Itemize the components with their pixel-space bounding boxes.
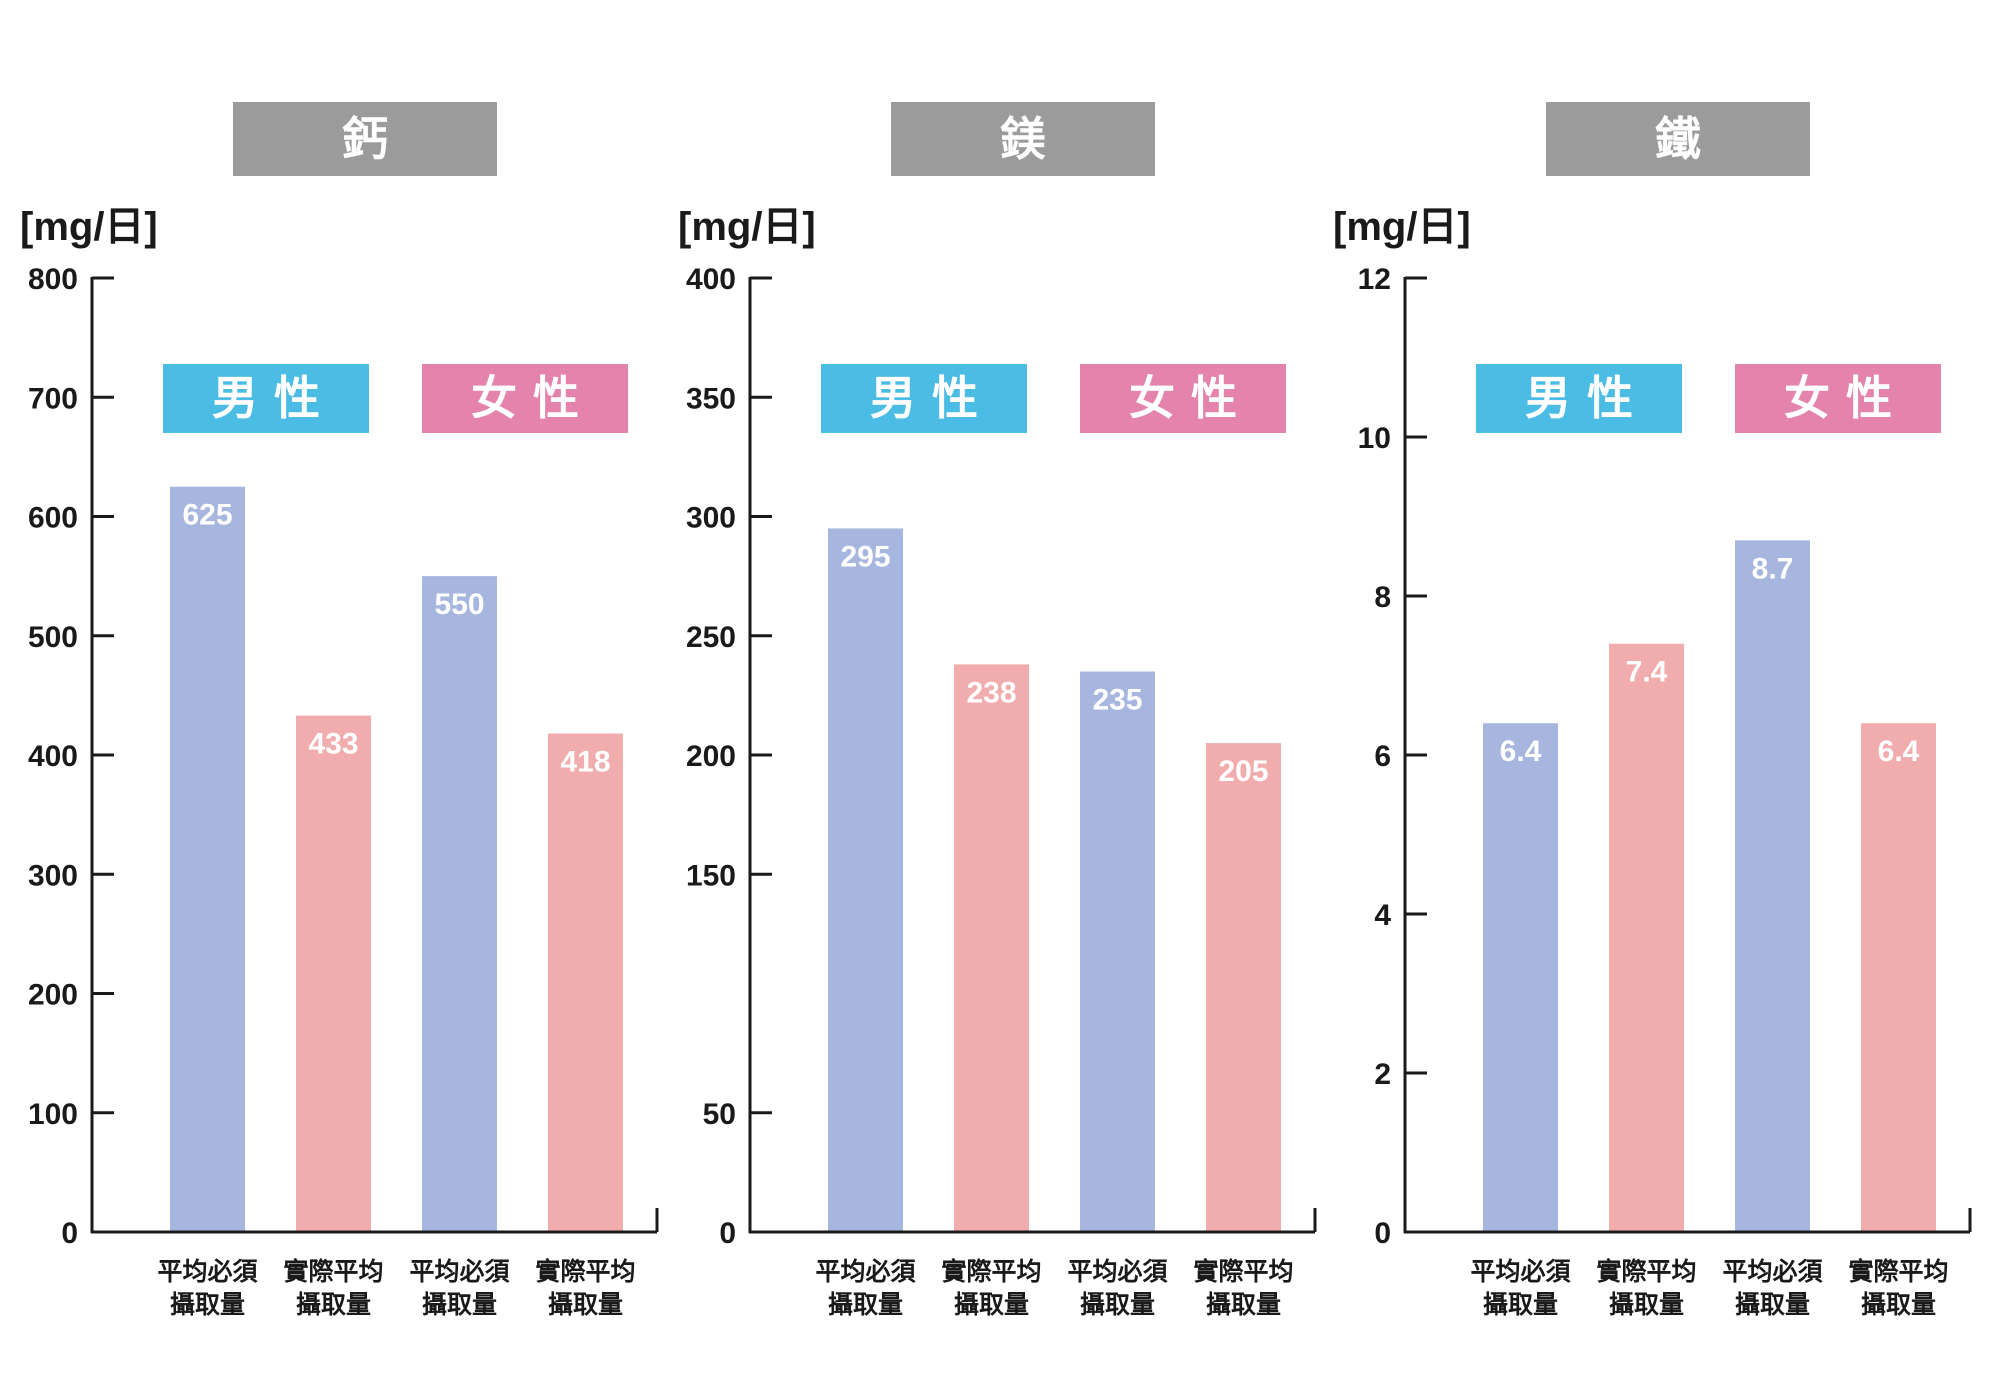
chart-3-x-tick-label-line2: 攝取量 [1483, 1290, 1558, 1319]
chart-3-bar-4 [1861, 723, 1936, 1232]
chart-2-y-tick-label: 300 [686, 502, 736, 535]
chart-3-y-tick-label: 4 [1374, 899, 1391, 932]
chart-3-legend-male-box [1476, 364, 1682, 433]
chart-3-x-tick-label-line2: 攝取量 [1861, 1290, 1936, 1319]
chart-2-bar-value-label: 295 [840, 540, 890, 573]
chart-3-y-unit-label: [mg/日] [1333, 205, 1471, 249]
chart-3-bar-value-label: 6.4 [1878, 735, 1920, 768]
chart-3-bar-value-label: 8.7 [1752, 552, 1794, 585]
chart-1-legend-male-label: 男 性 [212, 371, 320, 425]
chart-1-bar-value-label: 550 [434, 588, 484, 621]
chart-2-bar-3 [1080, 671, 1155, 1232]
chart-3-y-tick-label: 10 [1358, 422, 1391, 455]
chart-1-x-tick-label-line2: 攝取量 [422, 1290, 497, 1319]
chart-3-title: 鐵 [1655, 112, 1701, 166]
chart-3-bar-2 [1609, 643, 1684, 1232]
chart-2-bar-2 [954, 664, 1029, 1232]
chart-1-legend-female-box [422, 364, 628, 433]
chart-1-x-tick-label-line2: 攝取量 [170, 1290, 245, 1319]
chart-3-x-tick-label-line2: 攝取量 [1609, 1290, 1684, 1319]
chart-1-x-tick-label-line2: 攝取量 [548, 1290, 623, 1319]
chart-3-y-tick-label: 2 [1374, 1058, 1391, 1091]
chart-3-y-tick-label: 8 [1374, 581, 1391, 614]
chart-1-y-tick-label: 300 [28, 859, 78, 892]
chart-1-bar-3 [422, 576, 497, 1232]
chart-1-legend-male-box [163, 364, 369, 433]
chart-1-bar-value-label: 433 [308, 728, 358, 761]
chart-2-y-tick-label: 350 [686, 382, 736, 415]
chart-2-bar-4 [1206, 743, 1281, 1232]
chart-1-bar-2 [296, 715, 371, 1232]
chart-2-x-tick-label-line1: 平均必須 [1067, 1257, 1168, 1286]
chart-1-legend-female-label: 女 性 [471, 371, 579, 425]
chart-2-x-tick-label-line2: 攝取量 [954, 1290, 1029, 1319]
chart-1-y-tick-label: 0 [61, 1217, 78, 1250]
chart-2-title: 鎂 [1000, 112, 1046, 166]
chart-1-bar-4 [548, 733, 623, 1232]
chart-2-title-box [891, 102, 1155, 176]
chart-1-bar-value-label: 418 [560, 746, 610, 779]
chart-2-x-tick-label-line2: 攝取量 [828, 1290, 903, 1319]
chart-1-x-tick-label-line1: 平均必須 [157, 1257, 258, 1286]
chart-3-y-tick-label: 0 [1374, 1217, 1391, 1250]
chart-2-y-unit-label: [mg/日] [678, 205, 816, 249]
chart-3-bar-3 [1735, 540, 1810, 1232]
chart-3-title-box [1546, 102, 1810, 176]
chart-3-x-tick-label-line1: 實際平均 [1596, 1257, 1696, 1286]
chart-2-x-tick-label-line2: 攝取量 [1206, 1290, 1281, 1319]
chart-2-y-tick-label: 250 [686, 621, 736, 654]
chart-1-y-tick-label: 500 [28, 621, 78, 654]
chart-1-bar-value-label: 625 [182, 499, 232, 532]
chart-2-y-tick-label: 400 [686, 263, 736, 296]
chart-3-legend-female-label: 女 性 [1784, 371, 1892, 425]
chart-2-y-tick-label: 200 [686, 740, 736, 773]
chart-1-title-box [233, 102, 497, 176]
chart-2-legend-male-label: 男 性 [870, 371, 978, 425]
chart-3-bar-value-label: 6.4 [1500, 735, 1542, 768]
chart-2-legend-male-box [821, 364, 1027, 433]
chart-2-y-tick-label: 0 [719, 1217, 736, 1250]
chart-2-x-tick-label-line1: 實際平均 [941, 1257, 1041, 1286]
chart-2-x-tick-label-line2: 攝取量 [1080, 1290, 1155, 1319]
chart-3-bar-1 [1483, 723, 1558, 1232]
chart-3-y-tick-label: 6 [1374, 740, 1391, 773]
chart-1-y-tick-label: 400 [28, 740, 78, 773]
chart-2-legend-female-label: 女 性 [1129, 371, 1237, 425]
chart-2-bar-1 [828, 528, 903, 1232]
chart-3-legend-male-label: 男 性 [1525, 371, 1633, 425]
chart-2-x-tick-label-line1: 平均必須 [815, 1257, 916, 1286]
chart-3-x-tick-label-line1: 平均必須 [1470, 1257, 1571, 1286]
chart-1-y-tick-label: 700 [28, 382, 78, 415]
chart-2-bar-value-label: 235 [1092, 684, 1142, 717]
chart-2-bar-value-label: 205 [1218, 755, 1268, 788]
chart-2-x-tick-label-line1: 實際平均 [1193, 1257, 1293, 1286]
chart-1-x-tick-label-line2: 攝取量 [296, 1290, 371, 1319]
chart-1-title: 鈣 [342, 112, 388, 166]
chart-1-y-unit-label: [mg/日] [20, 205, 158, 249]
chart-1-x-tick-label-line1: 實際平均 [535, 1257, 635, 1286]
chart-3-legend-female-box [1735, 364, 1941, 433]
chart-1-x-tick-label-line1: 實際平均 [283, 1257, 383, 1286]
chart-3-y-tick-label: 12 [1358, 263, 1391, 296]
chart-2-y-tick-label: 150 [686, 859, 736, 892]
chart-2-legend-female-box [1080, 364, 1286, 433]
chart-1-bar-1 [170, 486, 245, 1232]
chart-1-y-tick-label: 200 [28, 979, 78, 1012]
chart-1-y-tick-label: 800 [28, 263, 78, 296]
chart-3-bar-value-label: 7.4 [1626, 656, 1668, 689]
chart-3-x-tick-label-line1: 實際平均 [1848, 1257, 1948, 1286]
chart-1-y-tick-label: 100 [28, 1098, 78, 1131]
chart-1-y-tick-label: 600 [28, 502, 78, 535]
chart-2-bar-value-label: 238 [966, 676, 1016, 709]
chart-1-x-tick-label-line1: 平均必須 [409, 1257, 510, 1286]
chart-2-y-tick-label: 50 [703, 1098, 736, 1131]
chart-3-x-tick-label-line1: 平均必須 [1722, 1257, 1823, 1286]
chart-3-x-tick-label-line2: 攝取量 [1735, 1290, 1810, 1319]
